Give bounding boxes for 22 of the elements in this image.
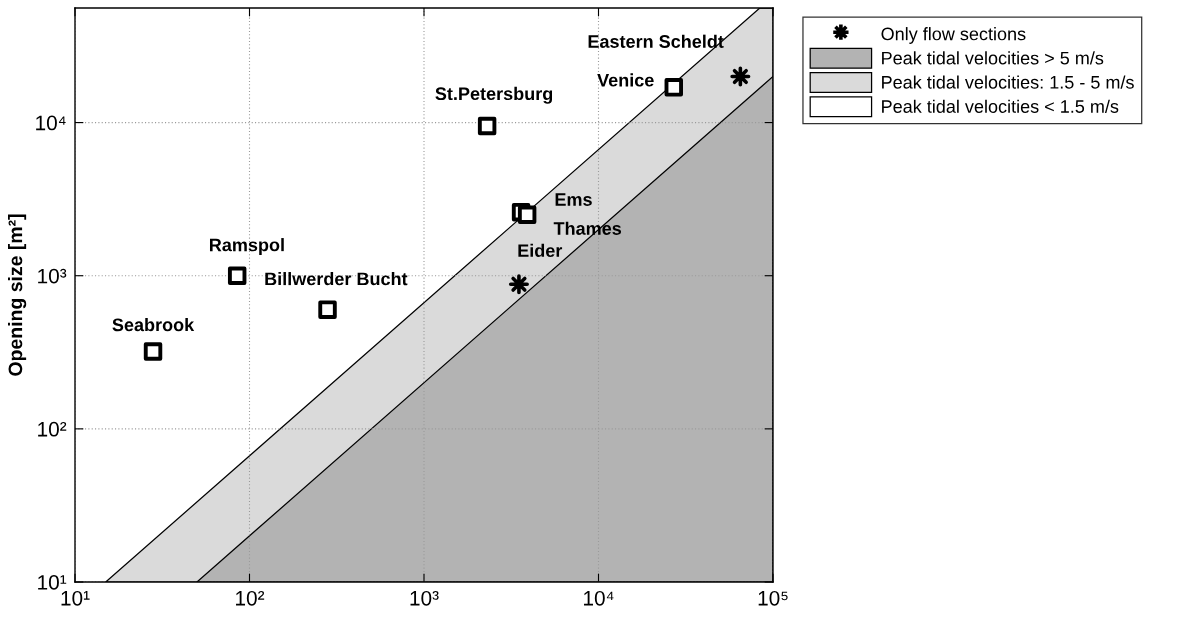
- x-tick-label: 10⁵: [758, 590, 788, 606]
- annotation: Eastern Scheldt: [588, 34, 724, 48]
- y-tick-label: 10⁴: [36, 115, 66, 131]
- annotation: Seabrook: [112, 318, 195, 332]
- y-tick-label: 10³: [38, 268, 67, 284]
- annotation: Eider: [518, 243, 563, 258]
- y-tick-label: 10¹: [38, 575, 67, 590]
- x-tick-label: 10²: [236, 590, 265, 606]
- annotation: Billwerder Bucht: [265, 272, 408, 286]
- annotation: St.Petersburg: [435, 86, 553, 104]
- legend-label: Peak tidal velocities < 1.5 m/s: [882, 99, 1119, 113]
- legend-label: Peak tidal velocities: 1.5 - 5 m/s: [882, 75, 1134, 89]
- legend-label: Peak tidal velocities > 5 m/s: [882, 51, 1104, 65]
- annotation: Venice: [597, 73, 654, 87]
- x-tick-label: 10³: [410, 590, 439, 606]
- y-tick-label: 10²: [38, 421, 67, 437]
- y-axis-title: Opening size [m²]: [8, 214, 27, 376]
- annotation: Ems: [555, 193, 592, 206]
- legend-label: Only flow sections: [881, 27, 1026, 44]
- x-tick-label: 10⁴: [584, 590, 614, 606]
- annotation: Ramspol: [209, 238, 284, 255]
- x-tick-label: 10¹: [61, 590, 90, 606]
